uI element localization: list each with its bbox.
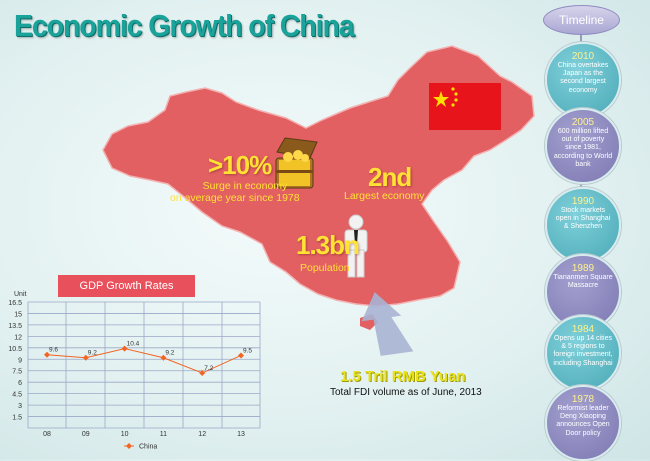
timeline-event-1990: 1990 Stock markets open in Shanghai & She… [545, 187, 621, 263]
timeline-year: 1989 [571, 263, 595, 274]
y-tick-label: 16.5 [8, 300, 22, 307]
surge-label-2: on average year since 1978 [170, 192, 300, 204]
china-map [102, 45, 535, 307]
y-tick-label: 7.5 [12, 369, 22, 376]
x-tick-label: 09 [82, 431, 90, 438]
timeline-event-1978: 1978 Reformist leader Deng Xiaoping annou… [545, 385, 621, 461]
timeline-event-1984: 1984 Opens up 14 cities & 5 regions to fo… [545, 315, 621, 391]
data-label: 9.5 [243, 347, 252, 354]
data-label: 7.2 [204, 365, 213, 372]
legend-label: China [139, 444, 157, 451]
surge-label: Surge in economy [202, 180, 288, 192]
x-tick-label: 12 [198, 431, 206, 438]
data-label: 9.6 [49, 347, 58, 354]
treasure-chest-icon [275, 137, 318, 189]
y-tick-label: 9 [18, 357, 22, 364]
rank-value: 2nd [368, 162, 412, 192]
data-label: 10.4 [127, 341, 140, 348]
timeline-event-2010: 2010 China overtakes Japan as the second … [545, 42, 621, 118]
arrow-up-icon [361, 292, 414, 356]
china-flag-icon [429, 83, 501, 130]
data-point [121, 345, 128, 352]
y-tick-label: 1.5 [12, 415, 22, 422]
x-tick-label: 10 [121, 431, 129, 438]
data-label: 9.2 [165, 350, 174, 357]
timeline-header: Timeline [543, 5, 620, 35]
rank-label: Largest economy [344, 190, 425, 202]
x-tick-label: 11 [160, 431, 167, 438]
timeline-year: 1984 [571, 324, 595, 335]
y-tick-label: 12 [14, 334, 22, 341]
y-tick-label: 10.5 [8, 346, 22, 353]
timeline-text: Reformist leader Deng Xiaoping announces… [556, 405, 610, 437]
y-tick-label: 3 [18, 403, 22, 410]
y-tick-label: 13.5 [8, 323, 22, 330]
population-value: 1.3bn [296, 230, 360, 260]
x-tick-label: 13 [237, 431, 245, 438]
timeline-text: Stock markets open in Shanghai & Shenzhe… [555, 207, 611, 231]
data-point [44, 351, 50, 358]
x-tick-label: 08 [43, 431, 51, 438]
timeline-text: 600 million lifted out of poverty since … [553, 128, 613, 168]
data-point [238, 352, 244, 359]
timeline-text: Opens up 14 cities & 5 regions to foreig… [553, 335, 613, 367]
data-point [160, 354, 167, 361]
chart-title: GDP Growth Rates [58, 275, 195, 297]
data-point [199, 370, 206, 377]
y-axis-label: Unit [14, 291, 27, 298]
timeline-text: Tiananmen Square Massacre [553, 274, 613, 290]
y-tick-label: 15 [14, 311, 22, 318]
data-label: 9.2 [88, 350, 97, 357]
y-tick-label: 6 [18, 380, 22, 387]
timeline-year: 2005 [571, 117, 595, 128]
timeline-text: China overtakes Japan as the second larg… [557, 62, 609, 94]
fdi-label: Total FDI volume as of June, 2013 [330, 387, 482, 398]
y-tick-label: 4.5 [12, 392, 22, 399]
fdi-value: 1.5 Tril RMB Yuan [340, 368, 466, 385]
series-line-china [46, 348, 242, 374]
population-label: Population [300, 262, 350, 274]
person-icon [344, 214, 368, 278]
timeline-year: 1978 [571, 394, 595, 405]
timeline-event-2005: 2005 600 million lifted out of poverty si… [545, 108, 621, 184]
data-point [82, 354, 89, 361]
timeline-year: 1990 [571, 196, 595, 207]
timeline-year: 2010 [571, 51, 595, 62]
legend-marker [126, 443, 132, 449]
surge-value: >10% [208, 150, 272, 180]
page-title: Economic Growth of China [14, 8, 355, 43]
